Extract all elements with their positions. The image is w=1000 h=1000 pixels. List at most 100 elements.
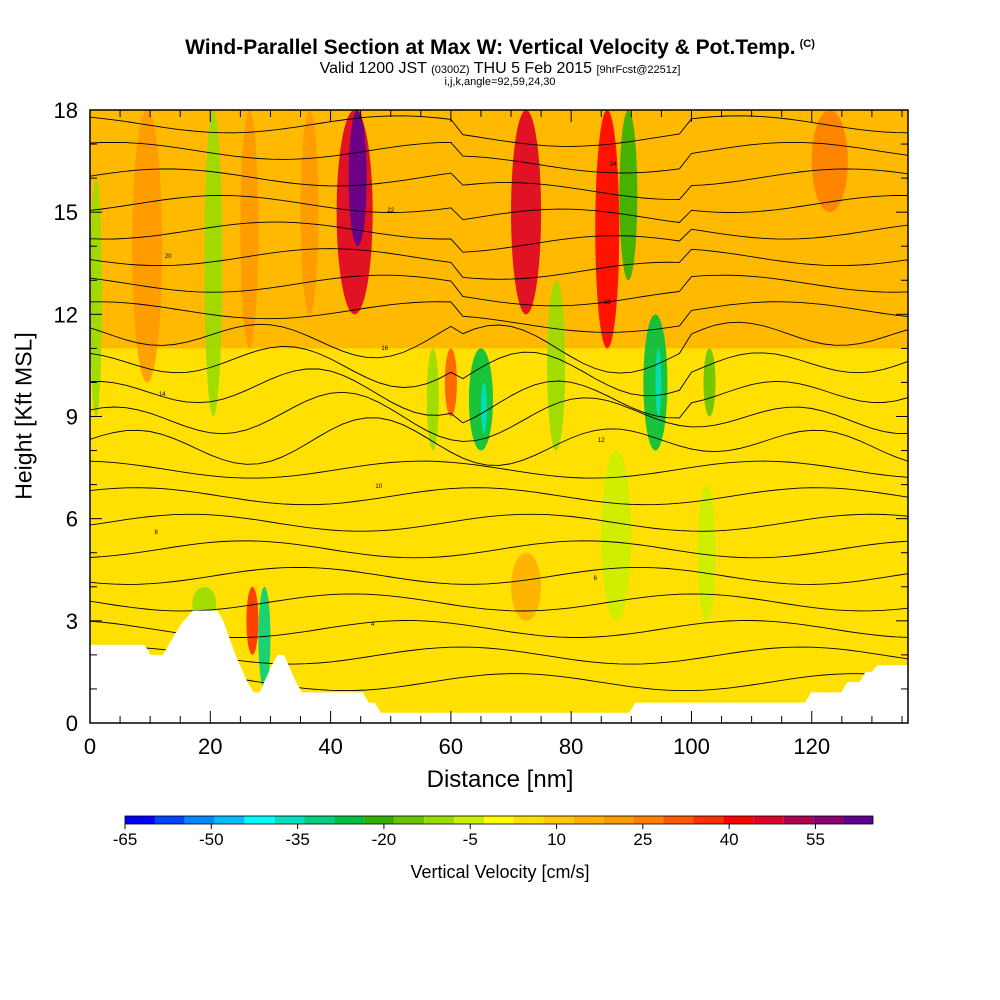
colorbar-swatch [603,816,634,824]
velocity-cell [619,110,638,281]
theta-contour-label: 14 [159,392,166,398]
velocity-cell [204,110,223,417]
colorbar-tick-label: -20 [372,830,397,849]
velocity-cell [348,110,367,247]
terrain-mask [90,610,908,723]
theta-contour-label: 20 [165,254,172,260]
theta-contour-label: 24 [610,162,617,168]
colorbar-tick-label: 10 [547,830,566,849]
velocity-cell [601,450,632,621]
velocity-cell [480,382,487,434]
y-axis: 0 3 6 9 12 15 18 [54,98,908,736]
x-tick-label: 100 [673,734,710,759]
theta-contour-line [90,513,908,532]
colorbar-swatch [334,816,365,824]
x-tick-label: 0 [84,734,96,759]
theta-contour-line [90,368,908,424]
colorbar-swatch [244,816,275,824]
colorbar-frame [124,815,874,825]
colorbar-swatch [154,816,185,824]
y-tick-label: 18 [54,98,78,123]
theta-contour-line [90,248,908,280]
y-tick-label: 12 [54,302,78,327]
theta-contour-line [90,540,908,559]
theta-contour-label: 22 [387,208,394,214]
velocity-cell [468,348,493,451]
title-suffix: (C) [799,38,815,50]
colorbar-tick-label: 40 [720,830,739,849]
colorbar-swatch [633,816,664,824]
colorbar-swatch [723,816,754,824]
colorbar-tick-label: -50 [199,830,224,849]
theta-contour-label: 10 [375,484,382,490]
colorbar-swatch [364,816,395,824]
theta-contour-label: 12 [598,438,605,444]
colorbar-tick-label: 25 [633,830,652,849]
x-axis-label: Distance [nm] [426,766,574,793]
colorbar-swatch [663,816,694,824]
theta-contour-line [90,391,908,442]
velocity-cell [444,348,457,417]
y-tick-label: 0 [66,711,78,736]
x-tick-label: 120 [793,734,830,759]
theta-contour-label: 16 [381,346,388,352]
colorbar-swatch [454,816,485,824]
x-tick-label: 60 [439,734,463,759]
colorbar-label: Vertical Velocity [cm/s] [410,862,590,882]
colorbar-swatch [125,816,155,824]
y-tick-label: 9 [66,405,78,430]
x-tick-label: 80 [559,734,583,759]
colorbar-swatch [693,816,724,824]
x-tick-label: 20 [198,734,222,759]
colorbar-swatch [543,816,574,824]
theta-contour-line [90,221,908,253]
theta-contour-line [90,321,908,374]
theta-contour-label: 4 [371,622,375,628]
velocity-cell [547,280,566,451]
theta-contour-line [90,566,908,585]
colorbar-swatch [753,816,784,824]
y-tick-label: 6 [66,507,78,532]
velocity-band-upper [90,110,908,349]
colorbar-swatch [484,816,514,824]
theta-contour-line [90,115,908,147]
theta-contour-line [90,345,908,397]
chart-title: Wind-Parallel Section at Max W: Vertical… [185,36,815,59]
colorbar: -65 -50 -35 -20 -5 10 25 40 55 [113,815,874,849]
colorbar-swatch [394,816,425,824]
theta-contour-label: 18 [604,300,611,306]
theta-contour-line [90,487,908,506]
theta-contour-line [90,168,908,201]
velocity-cell [90,178,103,417]
colorbar-tick-label: 55 [806,830,825,849]
theta-contour-line [90,301,908,333]
theta-contour-line [90,460,908,479]
theta-contour-line [90,593,908,612]
colorbar-tick-label: -35 [285,830,310,849]
velocity-cell [811,110,848,213]
colorbar-tick-label: -5 [463,830,478,849]
velocity-cell [300,110,319,315]
velocity-cell [703,348,716,417]
colorbar-swatch [573,816,604,824]
y-tick-label: 15 [54,200,78,225]
colorbar-swatch [304,816,335,824]
x-tick-label: 40 [318,734,342,759]
colorbar-tick-label: -65 [113,830,138,849]
velocity-cell [240,110,259,349]
colorbar-swatch [813,816,844,824]
colorbar-swatch [184,816,215,824]
theta-contour-line [90,195,908,223]
velocity-cell [426,348,439,451]
x-axis: 0 20 40 60 80 100 120 [84,110,903,759]
velocity-cell [697,484,716,621]
theta-contour-line [90,417,908,466]
velocity-field [90,110,908,723]
chart-subtitle-indices: i,j,k,angle=92,59,24,30 [444,76,556,88]
velocity-cell [595,110,620,349]
velocity-cell [132,110,163,383]
colorbar-swatch [843,816,873,824]
y-tick-label: 3 [66,609,78,634]
theta-contour-label: 6 [594,576,598,582]
